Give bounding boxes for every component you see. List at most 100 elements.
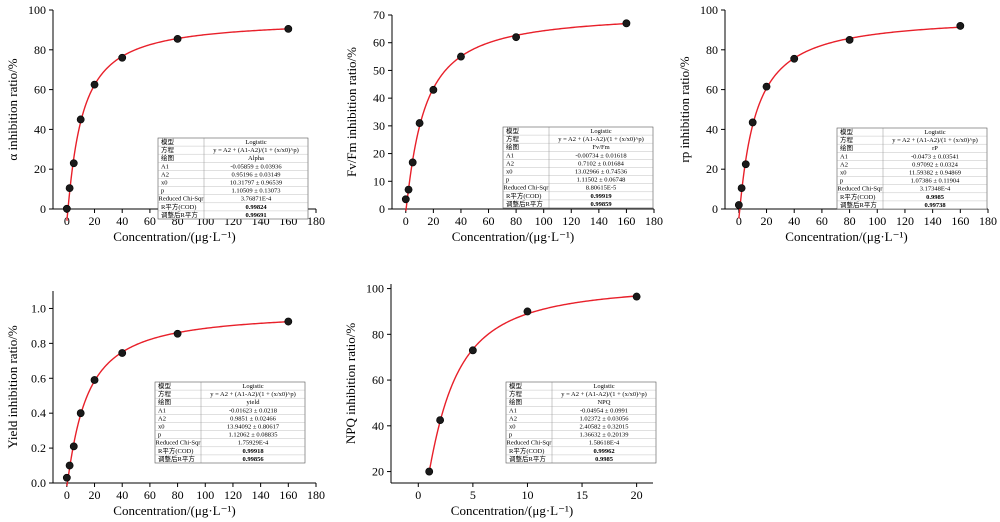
- table-cell-label: Reduced Chi-Sqr: [504, 185, 550, 192]
- y-axis-label: Fv/Fm inhibition ratio/%: [344, 47, 359, 177]
- y-tick-label: 80: [34, 43, 46, 57]
- chart-panel-4: 0 20 40 60 80 100 120 140 160 180 0.0 0.2 0.4 0.6 0.8 1…: [5, 291, 325, 518]
- table-cell-value: 1.36632 ± 0.20139: [579, 432, 628, 439]
- data-point: [790, 54, 799, 63]
- data-point: [741, 160, 750, 169]
- table-cell-label: p: [509, 432, 512, 439]
- x-tick-label: 0: [64, 214, 70, 228]
- table-cell-value: 0.9851 ± 0.02466: [230, 415, 277, 422]
- y-tick-label: 0: [40, 202, 46, 216]
- table-cell-label: x0: [840, 170, 847, 177]
- chart-panel-3: 0 20 40 60 80 100 120 140 160 180020406080100Conc…: [677, 3, 997, 244]
- chart-panel-2: 0 20 40 60 80 100 120 140 160 180 0 10 20 30 40 50 60 70 C…: [344, 8, 663, 244]
- table-cell-label: Reduced Chi-Sqr: [507, 440, 553, 447]
- x-tick-label: 40: [455, 214, 467, 228]
- data-point: [429, 85, 438, 94]
- y-tick-label: 60: [373, 36, 385, 50]
- data-point: [415, 119, 424, 127]
- fit-curve: [66, 28, 289, 222]
- table-cell-label: 绘图: [161, 153, 174, 162]
- y-tick-label: 30: [373, 119, 385, 133]
- table-cell-value: 1.10509 ± 0.13073: [231, 188, 280, 195]
- table-cell-value: Logistic: [593, 383, 614, 390]
- x-tick-label: 120: [896, 214, 914, 228]
- table-cell-value: Fv/Fm: [592, 144, 609, 151]
- table-cell-label: A2: [509, 415, 517, 422]
- table-cell-label: 方程: [506, 134, 520, 143]
- table-cell-value: Alpha: [248, 155, 264, 162]
- table-cell-label: x0: [509, 424, 516, 431]
- fit-parameters-table: 模型 Logistic 方程 y = A2 + (A1-A2)/(1 + (x/x0)…: [154, 381, 306, 464]
- table-cell-value: y = A2 + (A1-A2)/(1 + (x/x0)^p): [892, 137, 978, 144]
- x-tick-label: 20: [89, 214, 101, 228]
- table-cell-value: -0.05859 ± 0.03936: [230, 163, 282, 170]
- table-cell-value: 8.80615E-5: [586, 185, 617, 192]
- table-cell-label: R平方(COD): [509, 446, 544, 455]
- x-tick-label: 20: [427, 214, 439, 228]
- x-tick-label: 0: [736, 214, 742, 228]
- table-cell-label: 调整后R平方: [161, 210, 198, 219]
- table-cell-value: 0.9985: [926, 194, 945, 201]
- table-cell-value: 13.02966 ± 0.74536: [575, 169, 628, 176]
- x-tick-label: 60: [483, 214, 495, 228]
- x-axis-label: Concentration/(μg·L⁻¹): [113, 229, 235, 244]
- chart-panel-5: 0 5 10 15 20 20 40 60 80 100 Concentration/(μg·L⁻¹…: [343, 282, 657, 518]
- data-point: [69, 159, 78, 168]
- table-cell-label: 绘图: [506, 142, 519, 151]
- x-tick-label: 0: [415, 488, 421, 502]
- x-tick-label: 180: [645, 214, 663, 228]
- table-cell-label: 模型: [506, 126, 520, 135]
- y-tick-label: 80: [372, 327, 384, 341]
- x-tick-label: 0: [64, 488, 70, 502]
- table-cell-label: 方程: [509, 389, 523, 398]
- data-point: [62, 473, 71, 482]
- y-tick-label: 20: [706, 162, 718, 176]
- data-point: [62, 204, 71, 213]
- y-tick-label: 100: [366, 282, 384, 296]
- y-tick-label: 0.8: [31, 336, 46, 350]
- x-tick-label: 40: [116, 488, 128, 502]
- x-tick-label: 140: [252, 488, 270, 502]
- data-point: [76, 115, 85, 124]
- data-point: [622, 19, 631, 28]
- chart-panel-1: 0 20 40 60 80 100 120 140 160 180020406080100Conc…: [5, 3, 325, 244]
- table-cell-value: Logistic: [245, 139, 266, 146]
- fit-parameters-table: 模型 Logistic 方程 y = A2 + (A1-A2)/(1 + (x/x0)…: [157, 137, 309, 220]
- table-cell-value: 1.11502 ± 0.06748: [577, 177, 626, 184]
- data-point: [512, 33, 521, 42]
- table-cell-value: 0.99962: [593, 448, 614, 455]
- data-point: [457, 52, 465, 61]
- table-cell-value: -0.0473 ± 0.03541: [911, 153, 959, 160]
- x-tick-label: 100: [535, 214, 553, 228]
- table-cell-value: 0.99824: [245, 204, 267, 211]
- fit-parameters-table: 模型 Logistic 方程 y = A2 + (A1-A2)/(1 + (x/x0)…: [836, 127, 988, 210]
- table-cell-value: Logistic: [590, 128, 611, 135]
- y-tick-label: 0.4: [31, 406, 46, 420]
- table-cell-label: Reduced Chi-Sqr: [159, 196, 205, 203]
- table-cell-label: Reduced Chi-Sqr: [156, 440, 202, 447]
- table-cell-label: p: [158, 432, 161, 439]
- y-tick-label: 60: [34, 83, 46, 97]
- x-axis-label: Concentration/(μg·L⁻¹): [451, 503, 573, 518]
- table-cell-label: R平方(COD): [506, 191, 541, 200]
- x-tick-label: 80: [844, 214, 856, 228]
- x-tick-label: 100: [196, 488, 214, 502]
- table-cell-label: A1: [506, 152, 514, 159]
- data-point: [118, 349, 127, 357]
- y-tick-label: 40: [373, 91, 385, 105]
- table-cell-label: p: [506, 177, 509, 184]
- y-axis-label: Yield inhibition ratio/%: [5, 325, 20, 449]
- x-tick-label: 5: [470, 488, 476, 502]
- table-cell-label: x0: [506, 169, 513, 176]
- y-tick-label: 20: [34, 162, 46, 176]
- x-tick-label: 60: [144, 488, 156, 502]
- table-cell-label: A1: [158, 407, 166, 414]
- x-tick-label: 20: [761, 214, 773, 228]
- table-cell-value: yield: [247, 399, 261, 406]
- data-point: [425, 467, 434, 476]
- y-tick-label: 0.2: [31, 441, 46, 455]
- x-tick-label: 120: [224, 488, 242, 502]
- table-cell-label: 调整后R平方: [840, 200, 877, 209]
- data-point: [65, 184, 74, 193]
